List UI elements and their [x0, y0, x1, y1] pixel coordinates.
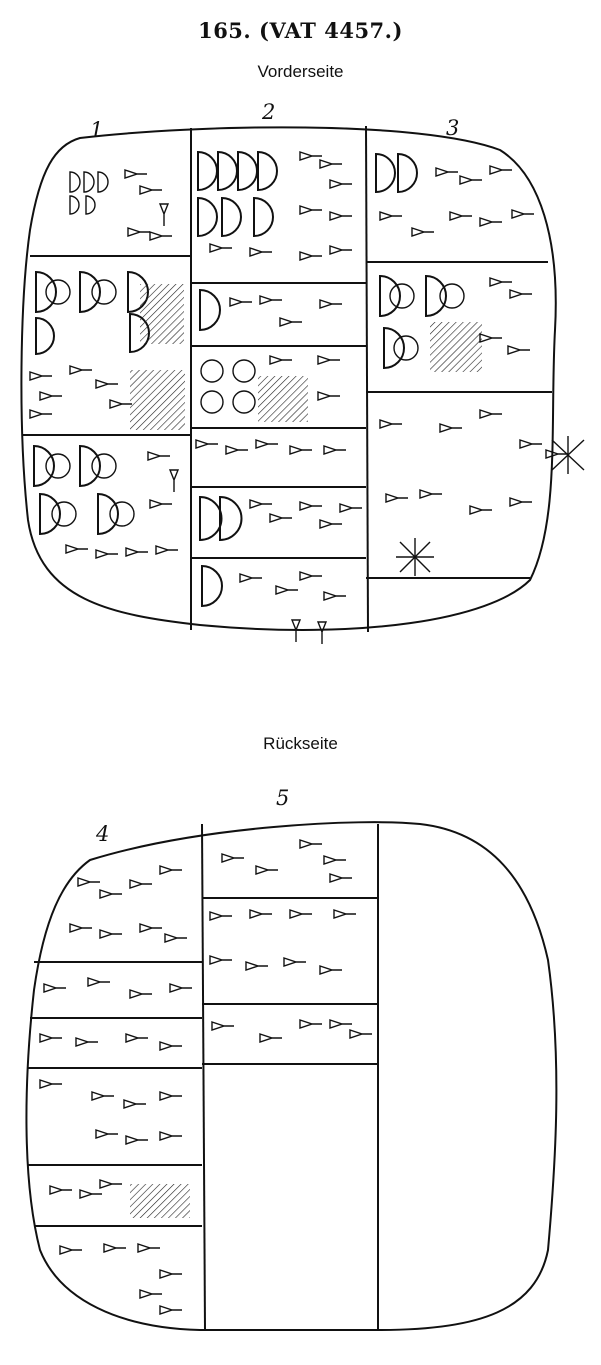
damaged-area-hatching — [130, 370, 185, 430]
column-number-5: 5 — [276, 786, 290, 810]
obverse-tablet-drawing — [0, 120, 601, 645]
cuneiform-wedge-icon — [39, 839, 373, 1315]
star-sign-icon — [396, 436, 584, 576]
page-title: 165. (VAT 4457.) — [198, 18, 403, 43]
reverse-outline — [26, 822, 556, 1330]
circle-numeral-icon — [46, 280, 134, 526]
semicircle-numeral-icon — [376, 154, 446, 368]
reverse-label: Rückseite — [263, 734, 338, 753]
circle-numeral-icon — [201, 360, 255, 413]
obverse-label: Vorderseite — [257, 62, 344, 81]
damaged-area-hatching — [140, 284, 184, 344]
semicircle-numeral-icon — [198, 152, 277, 606]
reverse-tablet-drawing — [0, 812, 601, 1352]
column-number-4: 4 — [96, 822, 110, 846]
semicircle-numeral-icon — [34, 172, 149, 534]
damaged-area-hatching — [430, 322, 482, 372]
column-number-2: 2 — [262, 100, 276, 124]
obverse-outline — [21, 127, 555, 630]
damaged-area-hatching — [258, 376, 308, 422]
column-number-3: 3 — [446, 116, 460, 140]
circle-numeral-icon — [390, 284, 464, 360]
damaged-area-hatching — [130, 1184, 190, 1218]
